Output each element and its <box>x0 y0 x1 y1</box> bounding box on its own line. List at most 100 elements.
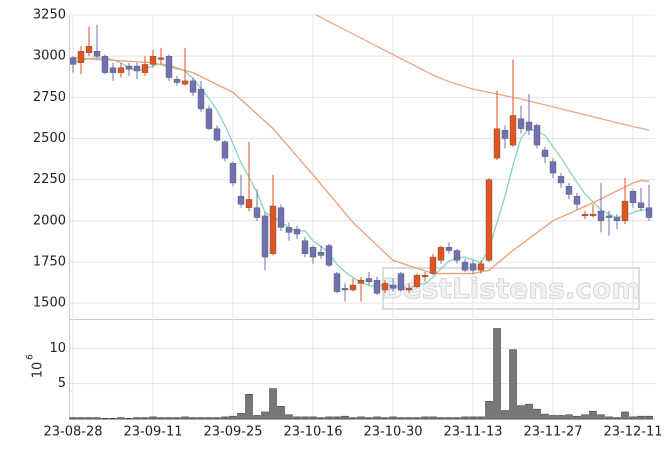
price-panel <box>70 15 653 302</box>
volume-bar <box>109 418 117 420</box>
volume-bar <box>197 417 205 420</box>
candle-body <box>349 284 357 291</box>
volume-bar <box>85 417 93 420</box>
volume-bar <box>381 417 389 420</box>
x-tick-label: 23-11-27 <box>523 425 582 440</box>
candle-body <box>621 200 629 222</box>
candle-body <box>277 207 285 228</box>
volume-bar <box>117 417 125 420</box>
candle-body <box>429 256 437 274</box>
x-tick-label: 23-09-25 <box>203 425 262 440</box>
volume-bar <box>373 416 381 420</box>
candle-body <box>645 207 653 218</box>
candle-body <box>341 288 349 291</box>
volume-bar <box>557 415 565 420</box>
candle-body <box>221 141 229 159</box>
volume-bar <box>509 349 517 420</box>
candle-body <box>77 51 85 63</box>
volume-bar <box>341 415 349 420</box>
volume-bar <box>261 411 269 420</box>
candle-body <box>93 51 101 57</box>
volume-bar <box>445 417 453 420</box>
candle-body <box>141 64 149 73</box>
watermark-text: BestListens.com <box>381 272 640 305</box>
candle-body <box>493 128 501 159</box>
volume-bar <box>469 416 477 420</box>
volume-bar <box>165 417 173 420</box>
volume-bar <box>365 417 373 420</box>
candle-body <box>389 284 397 289</box>
x-tick-label: 23-10-30 <box>363 425 422 440</box>
candle-body <box>133 65 141 72</box>
volume-bar <box>389 416 397 420</box>
volume-bar <box>581 414 589 420</box>
volume-bar <box>645 415 653 420</box>
volume-bar <box>317 417 325 420</box>
candle-body <box>285 227 293 233</box>
volume-bar <box>157 417 165 420</box>
candle-body <box>605 215 613 218</box>
volume-bar <box>93 417 101 420</box>
volume-bar <box>405 417 413 420</box>
volume-axis-label: 10 <box>31 362 46 379</box>
volume-bar <box>237 413 245 420</box>
candle-body <box>637 202 645 208</box>
volume-bar <box>629 416 637 420</box>
ma-line <box>72 57 650 275</box>
volume-bar <box>349 417 357 420</box>
candle-body <box>629 191 637 203</box>
volume-bar <box>493 328 501 420</box>
candle-body <box>405 288 413 291</box>
candle-body <box>173 79 181 83</box>
candle-body <box>189 80 197 93</box>
candle-body <box>589 214 597 217</box>
candle-body <box>517 118 525 129</box>
volume-bar <box>253 415 261 420</box>
x-tick-label: 23-09-11 <box>123 425 182 440</box>
candle-body <box>229 163 237 184</box>
volume-bar <box>357 416 365 420</box>
candle-body <box>597 210 605 222</box>
volume-bar <box>605 416 613 420</box>
candle-body <box>549 161 557 174</box>
candle-body <box>101 55 109 73</box>
volume-bar <box>565 414 573 420</box>
y-tick-label: 2250 <box>33 172 66 187</box>
volume-bar <box>293 416 301 420</box>
candle-body <box>525 121 533 131</box>
candle-body <box>557 176 565 184</box>
candle-body <box>117 67 125 73</box>
candle-body <box>301 240 309 254</box>
volume-bar <box>229 415 237 420</box>
candle-body <box>85 46 93 54</box>
volume-bar <box>181 416 189 420</box>
x-tick-label: 23-11-13 <box>443 425 502 440</box>
volume-bar <box>189 417 197 420</box>
candle-body <box>245 199 253 208</box>
x-tick-label: 23-12-11 <box>603 425 662 440</box>
volume-bar <box>589 410 597 420</box>
candle-body <box>293 228 301 235</box>
volume-bar <box>533 408 541 420</box>
y-tick-label: 3250 <box>33 8 66 23</box>
candle-body <box>181 80 189 85</box>
volume-bar <box>573 415 581 420</box>
volume-bar <box>333 416 341 420</box>
candle-body <box>581 214 589 217</box>
candle-body <box>501 130 509 139</box>
volume-bar <box>213 417 221 420</box>
candle-body <box>205 108 213 129</box>
candle-body <box>269 205 277 254</box>
candle-body <box>477 263 485 271</box>
candle-body <box>445 246 453 251</box>
volume-bar <box>309 416 317 420</box>
volume-bar <box>525 403 533 420</box>
candle-body <box>261 215 269 258</box>
candle-body <box>325 245 333 266</box>
volume-bar <box>517 405 525 420</box>
y-tick-label: 1500 <box>33 296 66 311</box>
volume-bar <box>301 416 309 420</box>
candle-body <box>461 261 469 271</box>
candle-body <box>509 115 517 146</box>
candle-body <box>157 57 165 60</box>
